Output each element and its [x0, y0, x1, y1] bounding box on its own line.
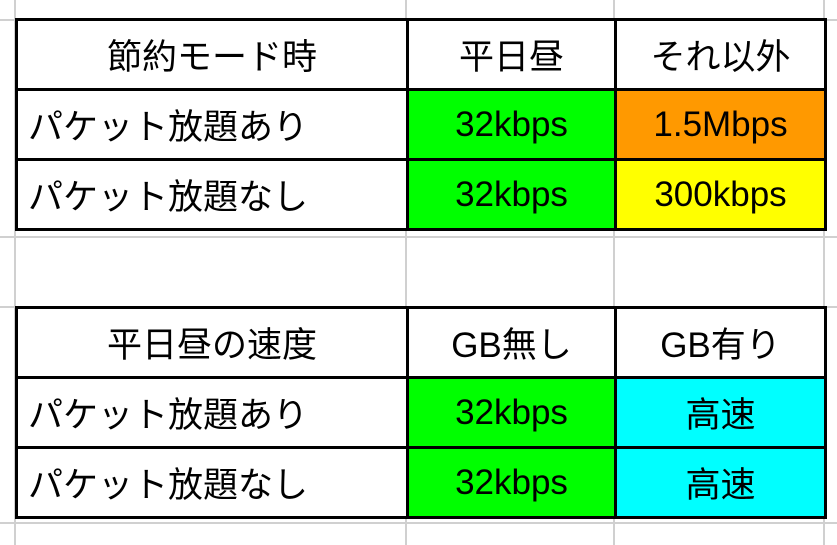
table-weekday-daytime-speed: 平日昼の速度 GB無し GB有り パケット放題あり 32kbps 高速 パケット… — [15, 306, 827, 519]
header-row: 節約モード時 平日昼 それ以外 — [15, 18, 827, 91]
cell[interactable]: 300kbps — [614, 158, 827, 231]
header-cell[interactable]: GB無し — [406, 306, 617, 379]
row-label-cell[interactable]: パケット放題あり — [15, 88, 409, 161]
table-row: パケット放題なし 32kbps 300kbps — [15, 158, 827, 231]
cell[interactable]: 32kbps — [406, 446, 617, 519]
gridline — [613, 0, 615, 545]
header-cell[interactable]: 平日昼の速度 — [15, 306, 409, 379]
cell[interactable]: 高速 — [614, 446, 827, 519]
table-row: パケット放題なし 32kbps 高速 — [15, 446, 827, 519]
cell[interactable]: 32kbps — [406, 376, 617, 449]
gridline — [0, 236, 837, 238]
header-cell[interactable]: GB有り — [614, 306, 827, 379]
header-cell[interactable]: 節約モード時 — [15, 18, 409, 91]
row-label-cell[interactable]: パケット放題あり — [15, 376, 409, 449]
cell[interactable]: 32kbps — [406, 88, 617, 161]
cell[interactable]: 1.5Mbps — [614, 88, 827, 161]
cell[interactable]: 32kbps — [406, 158, 617, 231]
table-saving-mode: 節約モード時 平日昼 それ以外 パケット放題あり 32kbps 1.5Mbps … — [15, 18, 827, 231]
row-label-cell[interactable]: パケット放題なし — [15, 158, 409, 231]
gridline — [823, 0, 825, 545]
gridline — [14, 0, 16, 545]
row-label-cell[interactable]: パケット放題なし — [15, 446, 409, 519]
header-row: 平日昼の速度 GB無し GB有り — [15, 306, 827, 379]
table-row: パケット放題あり 32kbps 1.5Mbps — [15, 88, 827, 161]
header-cell[interactable]: 平日昼 — [406, 18, 617, 91]
table-row: パケット放題あり 32kbps 高速 — [15, 376, 827, 449]
cell[interactable]: 高速 — [614, 376, 827, 449]
gridline — [405, 0, 407, 545]
gridline — [0, 522, 837, 524]
header-cell[interactable]: それ以外 — [614, 18, 827, 91]
